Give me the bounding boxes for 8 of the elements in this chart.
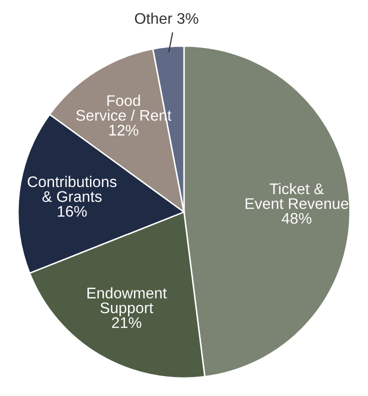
slice-label: Other 3% bbox=[134, 12, 198, 24]
data-label: 21% bbox=[112, 317, 142, 328]
slice-label: Endowment Support bbox=[87, 287, 167, 316]
slice-label: Ticket & Event Revenue bbox=[246, 182, 348, 210]
data-label: 12% bbox=[109, 124, 138, 136]
slice-label: Contributions & Grants bbox=[28, 176, 116, 202]
data-label: 16% bbox=[58, 206, 87, 217]
data-label: 48% bbox=[282, 212, 312, 224]
